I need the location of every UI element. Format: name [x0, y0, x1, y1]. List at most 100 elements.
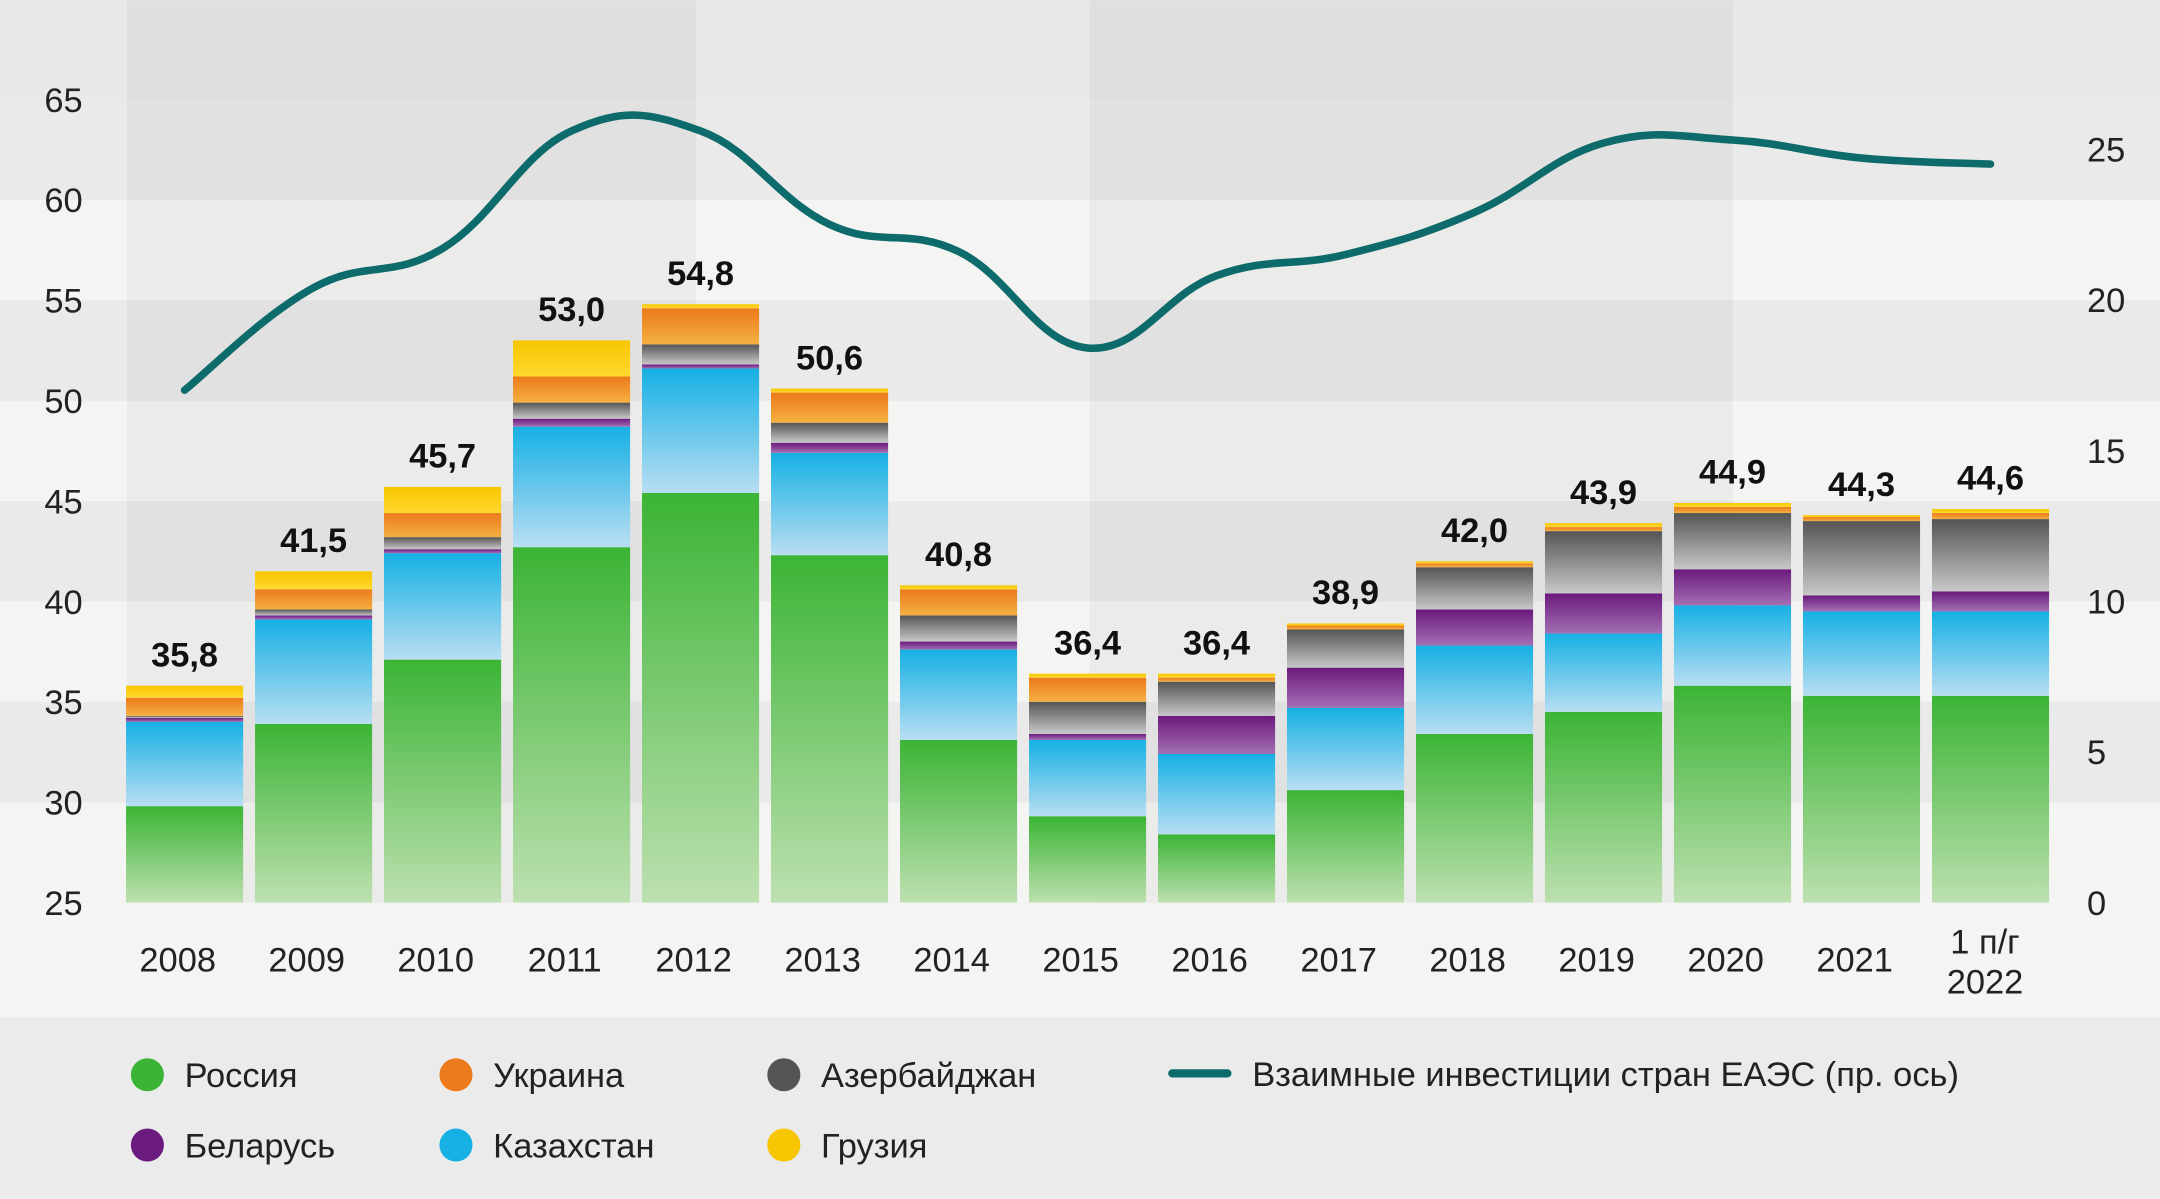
- right-tick: 20: [2087, 282, 2125, 320]
- legend-marker-Грузия: [767, 1128, 801, 1162]
- bar-Казахстан-2014: [900, 649, 1018, 740]
- bar-Беларусь-2009: [255, 615, 373, 620]
- bar-Беларусь-2014: [900, 641, 1018, 650]
- left-tick: 55: [44, 283, 82, 321]
- bar-Казахстан-2015: [1029, 739, 1147, 817]
- bar-Беларусь-2013: [771, 442, 889, 453]
- left-tick: 35: [44, 684, 82, 722]
- bar-Грузия-1 п/г 2022: [1931, 509, 2050, 514]
- left-tick: 40: [44, 584, 82, 622]
- bar-Казахстан-2013: [771, 452, 889, 556]
- legend-marker-Азербайджан: [767, 1058, 801, 1092]
- right-tick: 15: [2087, 433, 2125, 471]
- value-label: 35,8: [151, 636, 218, 674]
- bar-Грузия-2009: [255, 571, 373, 590]
- x-tick: 2011: [528, 941, 602, 979]
- left-tick: 45: [44, 483, 82, 521]
- bar-Казахстан-2011: [513, 426, 631, 548]
- bar-Украина-2014: [900, 589, 1018, 616]
- bar-Азербайджан-2013: [771, 422, 889, 443]
- bar-Грузия-2013: [771, 388, 889, 393]
- value-label: 44,9: [1699, 454, 1766, 492]
- bar-Украина-2013: [771, 392, 889, 423]
- legend-marker-Украина: [439, 1058, 473, 1092]
- bar-Грузия-2015: [1029, 673, 1147, 678]
- bar-Азербайджан-2019: [1544, 531, 1663, 594]
- x-tick: 2016: [1171, 941, 1248, 979]
- bar-Казахстан-2010: [384, 553, 502, 660]
- right-tick: 5: [2087, 734, 2106, 772]
- bar-Россия-2010: [384, 659, 502, 903]
- bar-Украина-2021: [1802, 517, 1921, 522]
- bar-Украина-2012: [642, 308, 760, 345]
- value-label: 54,8: [667, 255, 734, 293]
- right-tick: 0: [2087, 885, 2106, 923]
- bar-Грузия-2020: [1673, 503, 1792, 508]
- bar-Казахстан-2016: [1157, 753, 1276, 835]
- bar-Азербайджан-2021: [1802, 521, 1921, 596]
- line-investments: [180, 111, 1995, 394]
- value-label: 44,6: [1957, 460, 2024, 498]
- bar-Казахстан-2021: [1802, 611, 1921, 696]
- legend-label: Россия: [185, 1057, 298, 1095]
- bar-Грузия-2010: [384, 486, 502, 514]
- bar-Азербайджан-2008: [126, 715, 244, 718]
- bar-Грузия-2018: [1415, 561, 1534, 564]
- bar-Россия-2011: [513, 547, 631, 903]
- bar-Беларусь-2008: [126, 717, 244, 722]
- value-labels: 35,8 41,5 45,7 53,0 54,8 50,6 40,8 36,4 36,4 38,9…: [151, 255, 2024, 674]
- x-tick: 2008: [139, 941, 216, 979]
- bar-Беларусь-2018: [1415, 609, 1534, 646]
- bar-Грузия-2008: [126, 685, 244, 698]
- bar-Азербайджан-2017: [1286, 629, 1405, 668]
- legend-label: Беларусь: [185, 1127, 336, 1165]
- bar-Украина-1 п/г 2022: [1931, 513, 2050, 520]
- x-tick: 2015: [1042, 941, 1119, 979]
- bar-Грузия-2017: [1286, 623, 1405, 626]
- bar-Украина-2010: [384, 513, 502, 538]
- bar-Россия-1 п/г 2022: [1931, 695, 2050, 903]
- bars: [126, 304, 2050, 903]
- bar-Азербайджан-2016: [1157, 681, 1276, 716]
- bar-Беларусь-2016: [1157, 715, 1276, 754]
- x-tick: 2017: [1300, 941, 1377, 979]
- bar-Казахстан-2020: [1673, 605, 1792, 686]
- bar-Россия-2014: [900, 739, 1018, 903]
- x-tick: 2009: [268, 941, 345, 979]
- legend-label: Грузия: [821, 1127, 927, 1165]
- bar-Казахстан-2012: [642, 368, 760, 493]
- left-tick: 50: [44, 383, 82, 421]
- bar-Азербайджан-2020: [1673, 513, 1792, 570]
- bar-Казахстан-2018: [1415, 645, 1534, 734]
- bar-Россия-2009: [255, 723, 373, 903]
- bar-Украина-2020: [1673, 507, 1792, 514]
- bar-Украина-2017: [1286, 625, 1405, 630]
- bar-Азербайджан-2010: [384, 537, 502, 550]
- bar-Грузия-2011: [513, 340, 631, 377]
- bar-Азербайджан-2012: [642, 344, 760, 365]
- x-tick: 2010: [397, 941, 474, 979]
- x-tick: 2013: [784, 941, 861, 979]
- bar-Беларусь-2010: [384, 549, 502, 554]
- bar-Беларусь-2011: [513, 418, 631, 427]
- bar-Беларусь-2012: [642, 364, 760, 369]
- bar-Азербайджан-1 п/г 2022: [1931, 519, 2050, 592]
- bar-Азербайджан-2015: [1029, 701, 1147, 734]
- bar-Азербайджан-2018: [1415, 567, 1534, 610]
- legend-label: Казахстан: [493, 1127, 654, 1165]
- x-tick: 2021: [1816, 941, 1893, 979]
- bar-Украина-2015: [1029, 677, 1147, 702]
- bar-Казахстан-2017: [1286, 707, 1405, 791]
- bar-Россия-2017: [1286, 790, 1405, 903]
- left-tick: 65: [44, 82, 82, 120]
- bar-Грузия-2014: [900, 585, 1018, 590]
- value-label: 50,6: [796, 339, 863, 377]
- bar-Грузия-2019: [1544, 523, 1663, 528]
- bar-Россия-2015: [1029, 816, 1147, 903]
- bar-Грузия-2012: [642, 304, 760, 309]
- bar-Украина-2019: [1544, 527, 1663, 532]
- x-tick: 2020: [1687, 941, 1764, 979]
- bar-Беларусь-2015: [1029, 733, 1147, 740]
- left-tick: 25: [44, 885, 82, 923]
- bar-Россия-2021: [1802, 695, 1921, 903]
